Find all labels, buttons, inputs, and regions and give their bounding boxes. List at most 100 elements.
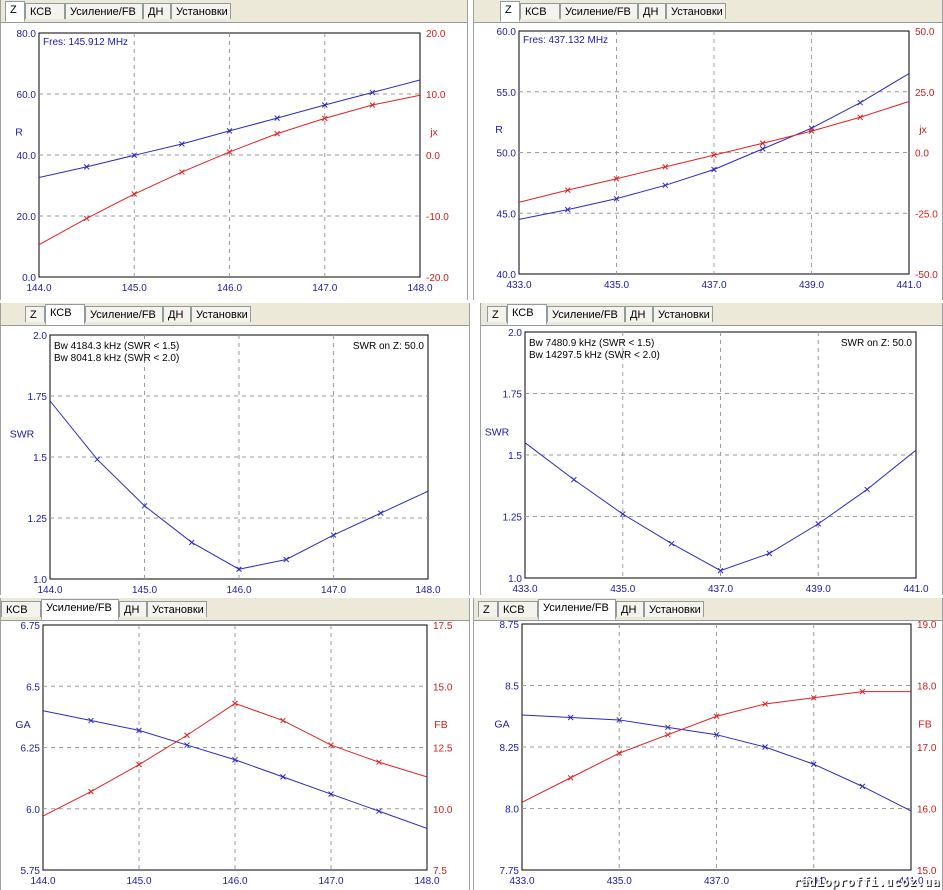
tab-dn[interactable]: ДН	[163, 306, 191, 322]
tab-settings[interactable]: Установки	[171, 3, 231, 19]
chart-panel-swr-145: Z КСВ Усиление/FB ДН Установки 144.0 145.0 146.…	[0, 303, 470, 595]
tab-z[interactable]: Z	[500, 1, 520, 22]
y-right-tick-label: 0.0	[915, 149, 929, 160]
tab-gain-fb[interactable]: Усиление/FB	[41, 599, 119, 620]
data-point	[179, 141, 185, 147]
tab-dn[interactable]: ДН	[638, 3, 666, 19]
tab-z[interactable]: Z	[5, 1, 25, 22]
data-point	[571, 476, 577, 483]
data-point	[815, 521, 822, 527]
tab-settings[interactable]: Установки	[653, 306, 713, 322]
y-left-axis-label: GA	[494, 718, 509, 730]
y-right-tick-label: 7.5	[433, 866, 447, 877]
tab-z[interactable]: Z	[25, 306, 45, 322]
data-point	[83, 215, 90, 222]
tab-ksv[interactable]: КСВ	[1, 601, 41, 617]
tab-ksv[interactable]: КСВ	[520, 3, 560, 19]
y-left-tick-label: 2.0	[33, 331, 47, 342]
data-point	[184, 742, 190, 748]
data-point	[668, 540, 675, 547]
tab-z[interactable]: Z	[487, 306, 507, 322]
data-point	[376, 808, 382, 815]
y-right-tick-label: -20.0	[426, 273, 449, 284]
chart-annotation: SWR on Z: 50.0	[841, 338, 913, 349]
y-left-tick-label: 8.75	[500, 620, 520, 631]
tab-dn[interactable]: ДН	[616, 601, 644, 617]
x-tick-label: 147.0	[312, 283, 337, 294]
data-point	[236, 566, 242, 573]
y-right-tick-label: -25.0	[915, 209, 938, 220]
y-left-tick-label: 1.75	[503, 390, 523, 401]
data-point	[184, 732, 190, 739]
y-left-tick-label: 55.0	[497, 88, 517, 99]
y-left-tick-label: 6.5	[26, 682, 40, 693]
data-point	[131, 152, 138, 159]
data-point	[762, 744, 768, 750]
x-tick-label: 435.0	[607, 876, 632, 887]
data-point	[179, 169, 185, 175]
tab-settings[interactable]: Установки	[666, 3, 726, 19]
y-left-tick-label: 6.75	[21, 621, 41, 632]
tab-ksv[interactable]: КСВ	[25, 3, 65, 19]
y-left-tick-label: 1.5	[33, 453, 47, 464]
tab-gain-fb[interactable]: Усиление/FB	[85, 306, 163, 322]
x-tick-label: 437.0	[701, 280, 726, 291]
x-tick-label: 147.0	[321, 585, 346, 595]
data-point	[857, 99, 864, 106]
x-tick-label: 147.0	[318, 876, 343, 887]
data-point	[616, 750, 623, 757]
x-tick-label: 145.0	[126, 876, 151, 887]
x-tick-label: 439.0	[806, 584, 831, 595]
y-right-tick-label: 16.0	[917, 805, 937, 816]
chart-ga-437: 433.0 435.0 437.0 439.0 441.0 7.75 8.0 8.25 8.5 8…	[494, 620, 937, 887]
tab-settings[interactable]: Установки	[644, 601, 704, 617]
y-left-tick-label: 8.0	[505, 805, 519, 816]
tab-gain-fb[interactable]: Усиление/FB	[538, 599, 616, 620]
data-point	[280, 717, 286, 724]
data-point	[662, 163, 669, 170]
y-left-tick-label: 60.0	[497, 27, 517, 38]
x-tick-label: 433.0	[512, 584, 537, 595]
data-point	[188, 539, 195, 546]
data-point	[808, 128, 815, 134]
data-point	[136, 727, 142, 734]
tab-ksv[interactable]: КСВ	[498, 601, 538, 617]
tab-gain-fb[interactable]: Усиление/FB	[65, 3, 143, 19]
x-tick-label: 144.0	[37, 585, 62, 595]
tab-dn[interactable]: ДН	[143, 3, 171, 19]
y-left-tick-label: 0.0	[22, 273, 36, 284]
tab-ksv[interactable]: КСВ	[45, 304, 85, 325]
tab-dn[interactable]: ДН	[119, 601, 147, 617]
chart-panel-swr-437: Z КСВ Усиление/FB ДН Установки 433.0 435.0 437.…	[480, 303, 943, 595]
y-left-axis-label: GA	[15, 719, 30, 731]
data-point	[567, 714, 574, 721]
tab-ksv[interactable]: КСВ	[507, 304, 547, 325]
y-left-axis-label: R	[15, 126, 23, 138]
x-tick-label: 433.0	[509, 876, 534, 887]
x-tick-label: 148.0	[407, 283, 432, 294]
tab-gain-fb[interactable]: Усиление/FB	[560, 3, 638, 19]
tab-bar: КСВ Усиление/FB ДН Установки	[1, 598, 469, 621]
y-left-axis-label: SWR	[485, 426, 510, 438]
data-point	[136, 761, 142, 768]
y-right-tick-label: -50.0	[915, 270, 938, 281]
data-point	[283, 556, 290, 563]
data-point	[864, 486, 870, 493]
x-tick-label: 433.0	[506, 280, 531, 291]
data-point	[613, 175, 620, 182]
y-left-tick-label: 6.0	[26, 805, 40, 816]
x-tick-label: 144.0	[30, 876, 55, 887]
chart-panel-ga-145: КСВ Усиление/FB ДН Установки 144.0 145.0 146.0…	[0, 598, 470, 890]
tab-settings[interactable]: Установки	[191, 306, 251, 322]
chart-annotation: Bw 7480.9 kHz (SWR < 1.5)	[529, 338, 654, 349]
y-left-tick-label: 40.0	[17, 151, 37, 162]
tab-settings[interactable]: Установки	[147, 601, 207, 617]
y-right-tick-label: 25.0	[915, 88, 935, 99]
x-tick-label: 435.0	[610, 584, 635, 595]
y-left-tick-label: 7.75	[500, 866, 520, 877]
data-point	[711, 166, 717, 173]
data-point	[94, 456, 101, 463]
tab-gain-fb[interactable]: Усиление/FB	[547, 306, 625, 322]
tab-dn[interactable]: ДН	[625, 306, 653, 322]
tab-z[interactable]: Z	[478, 601, 498, 617]
